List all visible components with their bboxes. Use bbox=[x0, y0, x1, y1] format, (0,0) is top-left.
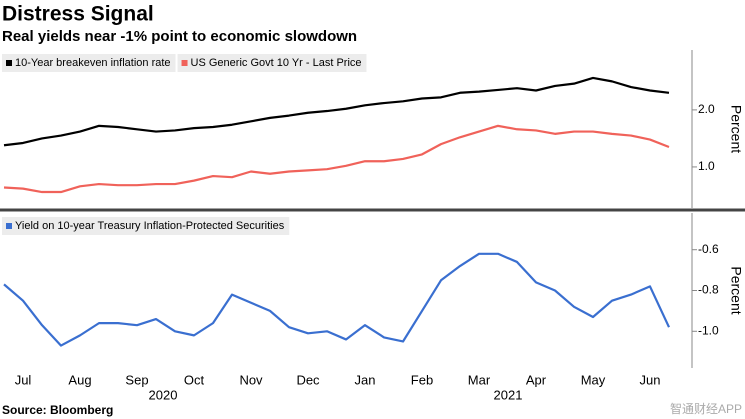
watermark: 智通财经APP bbox=[670, 401, 742, 416]
legend-swatch bbox=[6, 60, 12, 66]
x-tick-label: Jun bbox=[640, 372, 661, 387]
legend-label: Yield on 10-year Treasury Inflation-Prot… bbox=[15, 220, 285, 232]
x-tick-label: Mar bbox=[468, 372, 491, 387]
year-label: 2021 bbox=[494, 387, 523, 402]
legend-label: US Generic Govt 10 Yr - Last Price bbox=[191, 57, 362, 69]
legend-bg bbox=[177, 54, 367, 72]
legend: 10-Year breakeven inflation rate US Gener… bbox=[2, 54, 367, 72]
x-tick-label: Nov bbox=[239, 372, 263, 387]
subtitle: Real yields near -1% point to economic s… bbox=[2, 28, 357, 45]
legend-swatch bbox=[181, 60, 188, 66]
x-tick-label: Aug bbox=[68, 372, 91, 387]
source: Source: Bloomberg bbox=[2, 403, 113, 417]
y-tick-label: -1.0 bbox=[698, 323, 719, 337]
y-axis-label: Percent bbox=[728, 266, 744, 314]
legend-bg bbox=[2, 54, 176, 72]
x-tick-label: Jan bbox=[355, 372, 376, 387]
x-tick-label: Sep bbox=[125, 372, 148, 387]
x-tick-label: Oct bbox=[184, 372, 205, 387]
x-tick-label: Jul bbox=[15, 372, 32, 387]
x-tick-label: Feb bbox=[411, 372, 433, 387]
legend-swatch bbox=[6, 223, 12, 229]
legend-bg bbox=[2, 217, 290, 235]
y-tick-label: 1.0 bbox=[698, 159, 715, 173]
x-tick-label: Apr bbox=[526, 372, 547, 387]
x-tick-label: Dec bbox=[296, 372, 320, 387]
legend-label: 10-Year breakeven inflation rate bbox=[15, 57, 171, 69]
y-tick-label: -0.8 bbox=[698, 283, 719, 297]
y-tick-label: 2.0 bbox=[698, 102, 715, 116]
y-tick-label: -0.6 bbox=[698, 242, 719, 256]
y-axis-label: Percent bbox=[728, 105, 744, 153]
series-line bbox=[3, 252, 670, 347]
legend: Yield on 10-year Treasury Inflation-Prot… bbox=[2, 217, 290, 235]
title: Distress Signal bbox=[2, 3, 154, 26]
x-tick-label: May bbox=[581, 372, 606, 387]
year-label: 2020 bbox=[149, 387, 178, 402]
series-line bbox=[3, 76, 670, 147]
series-line bbox=[3, 124, 670, 194]
